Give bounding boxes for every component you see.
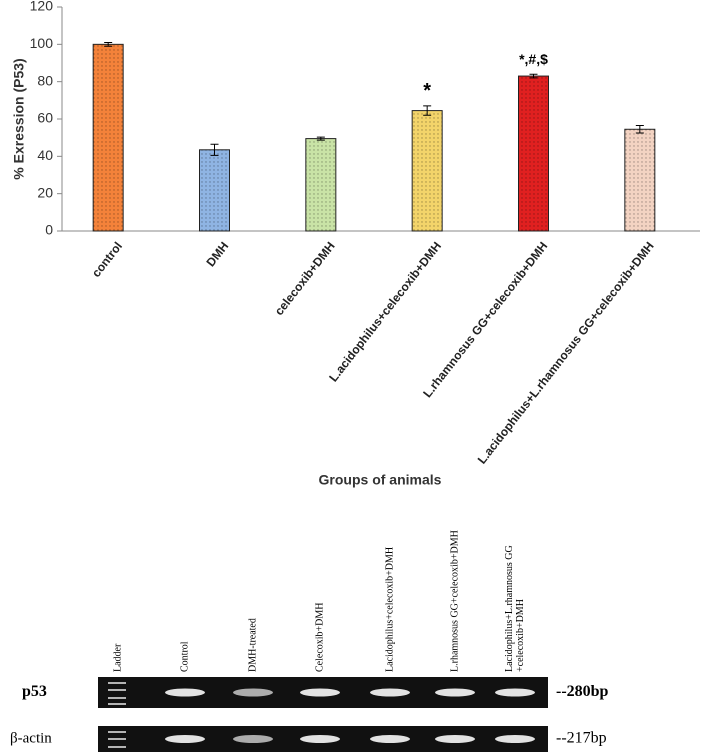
bar-texture: [412, 110, 443, 231]
x-tick-label: L.acidophilus+celecoxib+DMH: [326, 239, 444, 384]
band: [233, 688, 273, 697]
ladder-band: [108, 731, 126, 733]
y-tick-label: 60: [37, 110, 53, 126]
band: [435, 688, 475, 697]
y-tick-label: 120: [30, 0, 54, 14]
error-bar: [316, 136, 325, 141]
ladder-band: [108, 703, 126, 705]
ladder-band: [108, 697, 126, 699]
lane-label: Ladder: [112, 643, 123, 672]
bar-texture: [305, 138, 336, 231]
band: [495, 688, 535, 697]
y-tick-label: 20: [37, 184, 53, 200]
y-tick-label: 40: [37, 147, 53, 163]
y-tick-label: 100: [30, 35, 54, 51]
band: [370, 735, 410, 743]
error-bar: [635, 125, 644, 134]
lane-label: L.rhamnosus GG+celecoxib+DMH: [449, 530, 460, 672]
size-label: --217bp: [556, 730, 607, 747]
lane-label: Lacidophilus+L.rhamnosus GG: [504, 545, 515, 672]
y-tick-label: 0: [45, 222, 53, 238]
lane-label: Control: [179, 641, 190, 672]
ladder-band: [108, 689, 126, 691]
error-bar: [423, 105, 432, 116]
row-label: p53: [22, 683, 47, 700]
x-tick-label: L.acidophilus+L.rhamnosus GG+celecoxib+D…: [475, 239, 657, 466]
x-tick-label: L.rhamnosus GG+celecoxib+DMH: [420, 239, 550, 400]
lane-label: Celecoxib+DMH: [314, 602, 325, 672]
band: [300, 688, 340, 697]
ladder-band: [108, 746, 126, 748]
gel-image: p53 --280bp β-actin --217bp Ladder Control DMH…: [10, 530, 609, 752]
band: [435, 735, 475, 743]
band: [165, 688, 205, 697]
band: [165, 735, 205, 743]
error-bar: [529, 73, 538, 79]
ladder-band: [108, 738, 126, 740]
y-axis-label: % Exression (P53): [11, 58, 27, 179]
size-label: --280bp: [556, 683, 609, 700]
row-label: β-actin: [10, 730, 52, 746]
bar-texture: [624, 129, 655, 231]
band: [300, 735, 340, 743]
bar-texture: [518, 76, 549, 231]
x-tick-label: control: [89, 239, 125, 280]
y-tick-label: 80: [37, 72, 53, 88]
bar-annotation: *: [423, 80, 431, 102]
x-tick-label: celecoxib+DMH: [272, 239, 338, 318]
bar-texture: [93, 44, 124, 232]
band: [370, 688, 410, 697]
band: [233, 735, 273, 743]
error-bar: [210, 143, 219, 156]
error-bar: [104, 41, 113, 47]
lane-label: Lacidophilus+celecoxib+DMH: [384, 547, 395, 672]
band: [495, 735, 535, 743]
x-tick-label: DMH: [204, 239, 232, 269]
lane-label: +celecoxib+DMH: [515, 599, 526, 672]
bar-texture: [199, 149, 230, 231]
ladder-band: [108, 682, 126, 684]
x-axis-label: Groups of animals: [319, 472, 442, 488]
bar-annotation: *,#,$: [519, 51, 548, 67]
lane-label: DMH-treated: [247, 618, 258, 672]
